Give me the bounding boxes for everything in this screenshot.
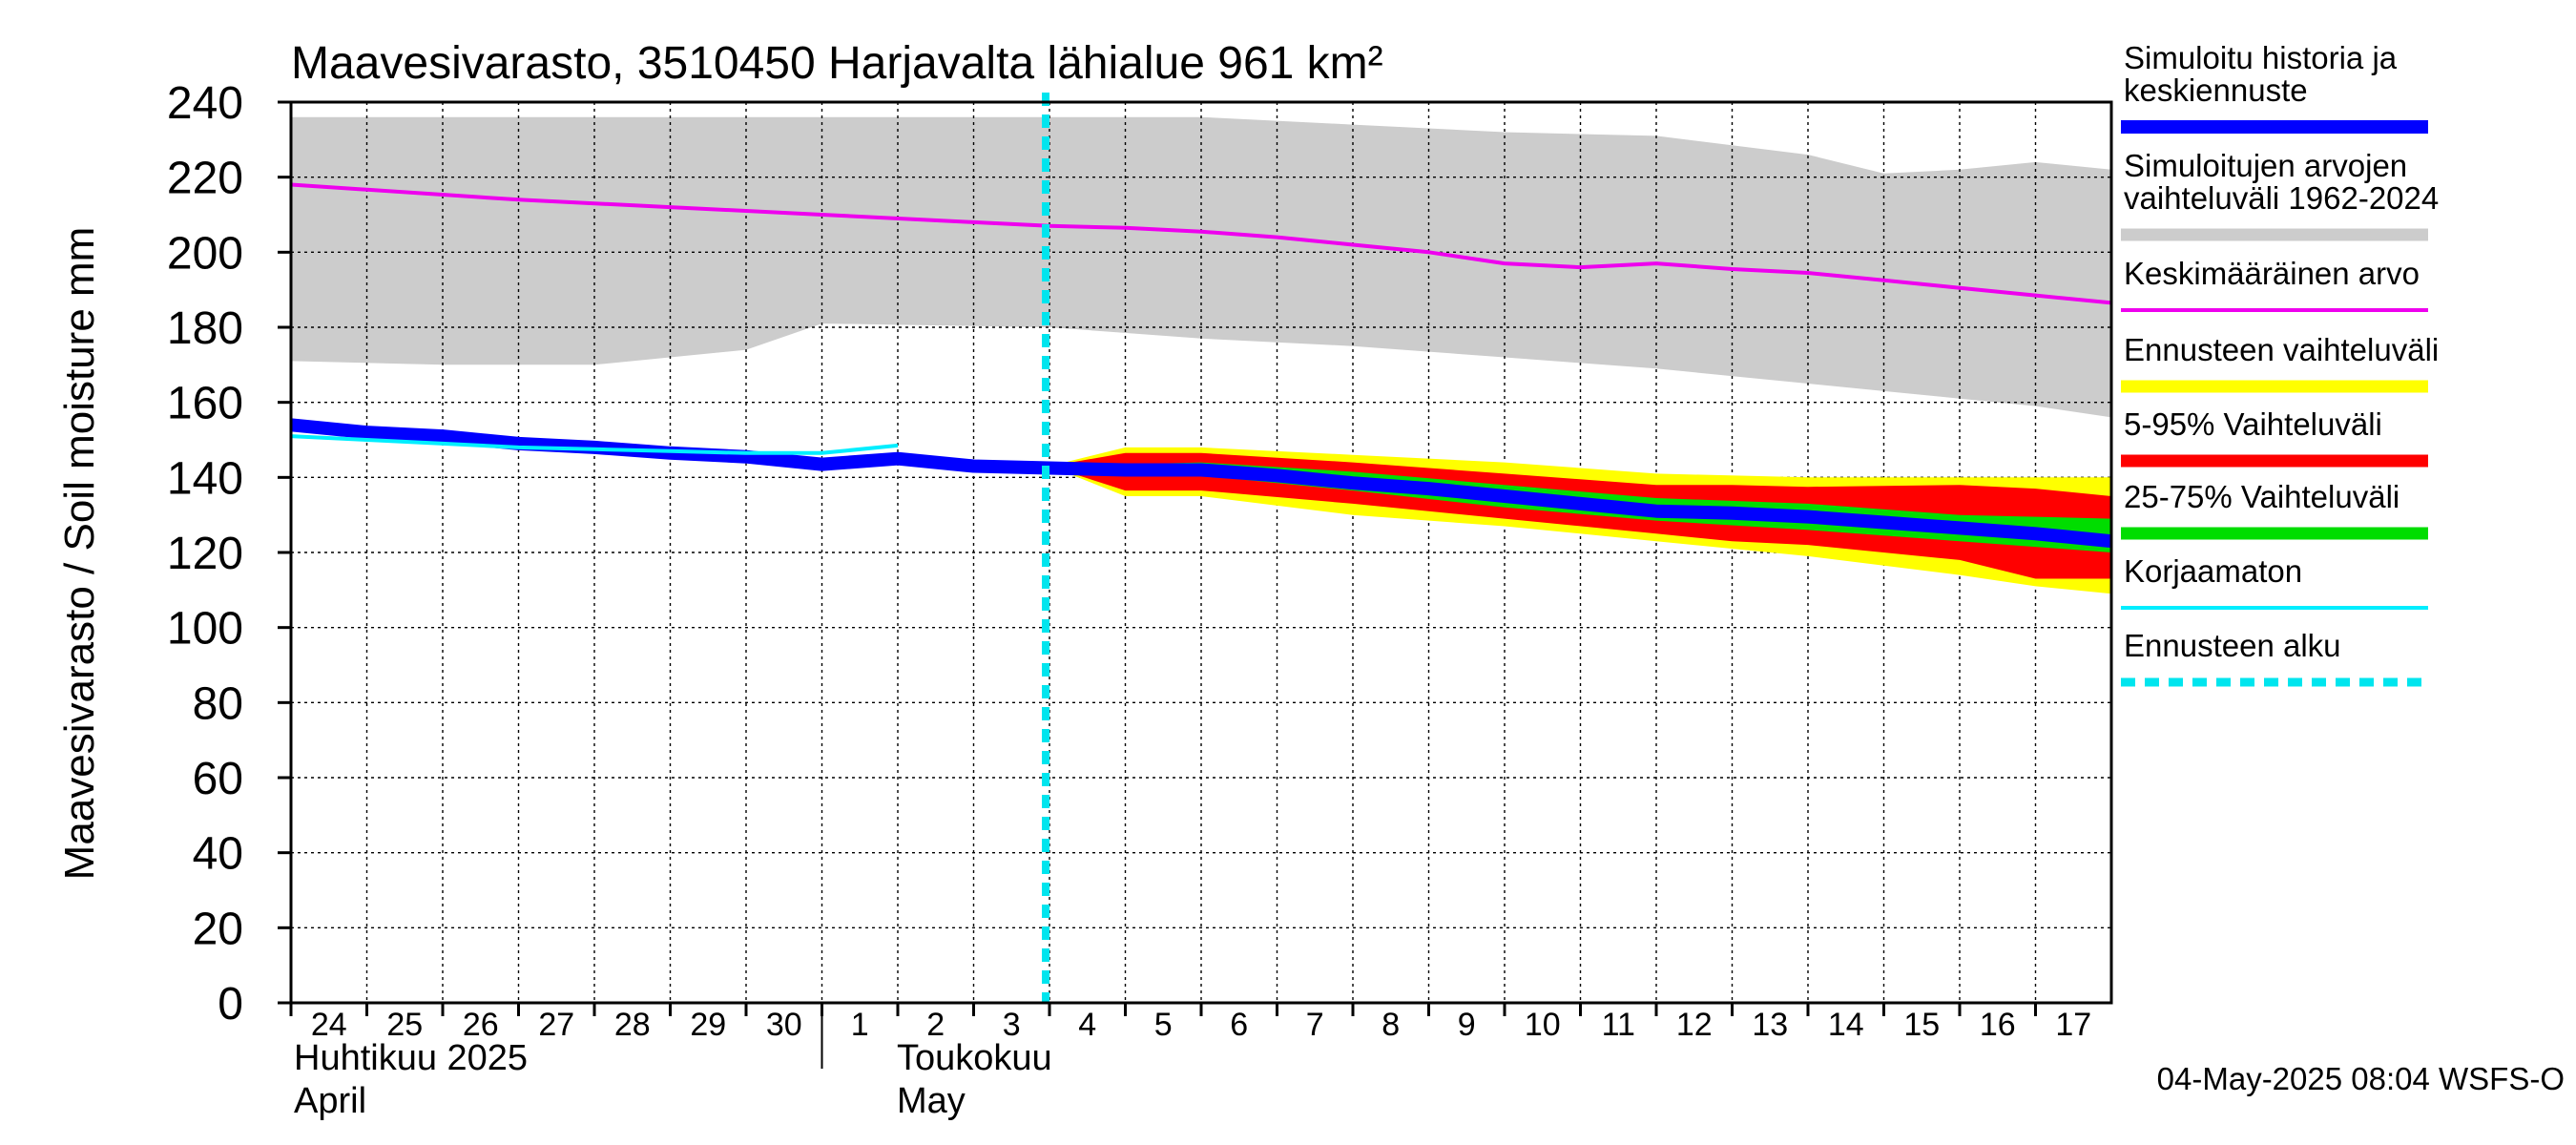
legend-label: Simuloitu historia ja xyxy=(2124,40,2398,75)
x-tick-label: 25 xyxy=(386,1007,423,1043)
y-axis-label: Maavesivarasto / Soil moisture mm xyxy=(56,227,103,881)
x-tick-label: 24 xyxy=(311,1007,347,1043)
x-tick-label: 9 xyxy=(1458,1007,1476,1043)
x-tick-label: 11 xyxy=(1602,1007,1635,1043)
legend-label: keskiennuste xyxy=(2124,73,2308,108)
x-tick-label: 28 xyxy=(614,1007,651,1043)
legend-label: Ennusteen alku xyxy=(2124,628,2341,663)
x-axis: 24 25 26 27 28 29 30 1 2 3 4 5 6 7 8 9 10 11 12 13 14 15 16 17 xyxy=(289,1003,2091,1069)
x-tick-label: 3 xyxy=(1003,1007,1021,1043)
x-tick-label: 12 xyxy=(1676,1007,1713,1043)
y-tick-label: 80 xyxy=(193,678,243,729)
legend-label: Ennusteen vaihteluväli xyxy=(2124,332,2439,367)
x-tick-label: 15 xyxy=(1903,1007,1940,1043)
legend-label: vaihteluväli 1962-2024 xyxy=(2124,180,2439,216)
y-tick-label: 120 xyxy=(167,529,243,579)
y-tick-label: 0 xyxy=(218,979,243,1030)
x-tick-label: 17 xyxy=(2055,1007,2091,1043)
series-lines xyxy=(290,93,2112,1003)
historical-range-band xyxy=(291,116,2111,418)
x-tick-label: 4 xyxy=(1078,1007,1096,1043)
footer-timestamp: 04-May-2025 08:04 WSFS-O xyxy=(2157,1061,2565,1096)
uncorrected-line xyxy=(290,434,899,455)
x-tick-label: 8 xyxy=(1381,1007,1400,1043)
y-axis: 0 20 40 60 80 100 120 140 160 180 200 220 240 xyxy=(167,78,291,1030)
y-tick-label: 100 xyxy=(167,604,243,655)
historical-range-area xyxy=(291,116,2111,418)
legend-label: Korjaamaton xyxy=(2124,553,2302,589)
y-tick-label: 240 xyxy=(167,78,243,129)
x-tick-label: 2 xyxy=(926,1007,945,1043)
x-tick-label: 6 xyxy=(1230,1007,1248,1043)
x-tick-label: 7 xyxy=(1306,1007,1324,1043)
y-tick-label: 180 xyxy=(167,303,243,354)
month-label-fi-may: Toukokuu xyxy=(897,1038,1052,1078)
x-tick-label: 5 xyxy=(1154,1007,1173,1043)
mean-line xyxy=(290,182,2112,305)
x-tick-label: 27 xyxy=(538,1007,574,1043)
x-tick-label: 16 xyxy=(1980,1007,2016,1043)
month-label-en-may: May xyxy=(897,1081,966,1121)
y-tick-label: 140 xyxy=(167,453,243,504)
x-tick-label: 1 xyxy=(851,1007,869,1043)
x-tick-label: 29 xyxy=(690,1007,726,1043)
month-label-fi-april: Huhtikuu 2025 xyxy=(294,1038,528,1078)
legend-label: 5-95% Vaihteluväli xyxy=(2124,406,2382,442)
x-tick-label: 10 xyxy=(1525,1007,1561,1043)
y-tick-label: 200 xyxy=(167,228,243,279)
x-tick-label: 26 xyxy=(463,1007,499,1043)
legend-label: 25-75% Vaihteluväli xyxy=(2124,479,2399,514)
y-tick-label: 160 xyxy=(167,379,243,429)
x-tick-label: 13 xyxy=(1752,1007,1788,1043)
y-tick-label: 60 xyxy=(193,754,243,804)
x-tick-label: 14 xyxy=(1828,1007,1864,1043)
y-tick-label: 20 xyxy=(193,904,243,954)
legend-label: Keskimääräinen arvo xyxy=(2124,256,2420,291)
legend-label: Simuloitujen arvojen xyxy=(2124,148,2407,183)
y-tick-label: 220 xyxy=(167,154,243,204)
chart-title: Maavesivarasto, 3510450 Harjavalta lähia… xyxy=(291,38,1383,89)
month-label-en-april: April xyxy=(294,1081,366,1121)
x-tick-label: 30 xyxy=(766,1007,802,1043)
y-tick-label: 40 xyxy=(193,829,243,880)
